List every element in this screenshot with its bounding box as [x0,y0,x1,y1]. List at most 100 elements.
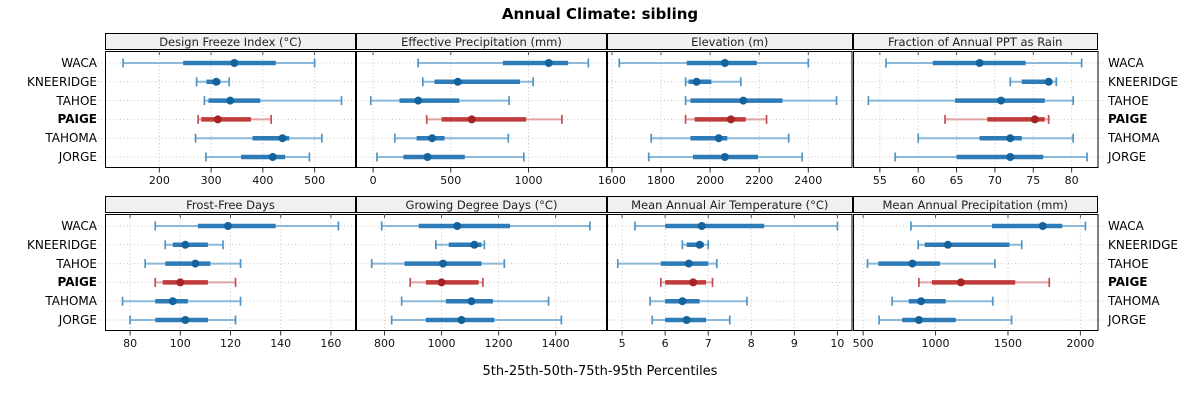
percentile-row-waca [634,221,839,231]
axis-tick-label: 300 [201,174,222,187]
station-label-right-tahoe: TAHOE [1108,93,1149,108]
median-dot [739,96,748,105]
percentile-row-paige [425,114,563,124]
panel-border [607,51,853,168]
percentile-row-waca [909,221,1086,231]
station-label-right-jorge: JORGE [1108,150,1147,164]
station-label-left-jorge: JORGE [58,313,97,327]
strip-design-freeze-index-c: Design Freeze Index (°C) [105,33,356,50]
median-dot [268,153,277,161]
percentile-row-paige [917,277,1050,287]
axis-tick-label: 80 [1064,174,1078,187]
median-dot [907,259,916,268]
percentile-row-tahoe [684,96,838,106]
median-dot [181,316,190,324]
percentile-row-paige [659,277,714,287]
percentile-row-paige [154,277,237,287]
median-dot [467,297,476,306]
axis-tick-label: 1000 [515,174,543,187]
median-dot [457,316,466,324]
panel-border [356,214,607,331]
percentile-row-tahoma [916,133,1074,143]
axis-tick-label: 2000 [696,174,724,187]
station-label-right-jorge: JORGE [1108,313,1147,327]
station-label-right-kneeridge: KNEERIDGE [1108,74,1179,89]
median-dot [168,297,177,306]
panel-mean-annual-air-temperature-c: 5 6 7 8 9 10 [607,214,853,350]
chart-caption: 5th-25th-50th-75th-95th Percentiles [482,364,718,379]
median-dot [1005,134,1014,143]
panel-border [356,51,607,168]
percentile-row-kneeridge [684,77,742,87]
station-label-right-waca: WACA [1108,56,1144,70]
median-dot [213,115,222,124]
percentile-row-tahoma [650,133,790,143]
axis-tick-label: 100 [170,337,191,350]
axis-tick-label: 1400 [542,337,570,350]
percentile-row-waca [380,221,591,231]
panel-effective-precipitation-mm: 0 500 1000 [356,51,607,187]
axis-tick-label: 1200 [485,337,513,350]
station-label-right-tahoma: TAHOMA [1108,294,1160,309]
station-label-left-waca: WACA [61,56,97,70]
percentile-row-jorge [376,152,525,162]
axis-tick-label: 8 [748,337,755,350]
median-dot [720,59,729,67]
strip-frost-free-days: Frost-Free Days [105,196,356,213]
median-dot [697,222,706,230]
median-dot [916,297,925,306]
axis-tick-label: 0 [370,174,377,187]
percentile-row-kneeridge [421,77,535,87]
axis-tick-label: 9 [791,337,798,350]
percentile-row-paige [197,114,272,124]
axis-tick-label: 80 [123,337,137,350]
percentile-row-tahoe [866,96,1074,106]
panel-growing-degree-days-c: 800 1000 1200 1400 [356,214,607,350]
panel-border [852,214,1098,331]
strip-mean-annual-precipitation-mm: Mean Annual Precipitation (mm) [852,196,1098,213]
axis-tick-label: 500 [852,337,873,350]
median-dot [223,222,232,230]
panel-border [607,214,853,331]
median-dot [692,77,701,86]
median-dot [423,153,432,161]
percentile-row-jorge [390,315,563,325]
percentile-row-tahoma [400,296,550,306]
station-label-right-tahoma: TAHOMA [1108,131,1160,146]
median-dot [453,77,462,86]
median-dot [428,134,437,143]
strip-effective-precipitation-mm: Effective Precipitation (mm) [356,33,607,50]
axis-tick-label: 120 [220,337,241,350]
station-label-left-tahoe: TAHOE [56,256,97,271]
axis-tick-label: 140 [270,337,291,350]
station-label-right-paige: PAIGE [1108,112,1148,127]
strip-fraction-of-annual-ppt-as-rain: Fraction of Annual PPT as Rain [852,33,1098,50]
percentile-row-kneeridge [916,240,1023,250]
median-dot [1030,115,1039,124]
median-dot [437,278,446,287]
axis-tick-label: 55 [872,174,886,187]
station-label-right-waca: WACA [1108,219,1144,233]
percentile-row-tahoe [144,259,242,269]
axis-tick-label: 1800 [647,174,675,187]
percentile-row-kneeridge [1008,77,1057,87]
median-dot [470,240,479,249]
axis-tick-label: 75 [1026,174,1040,187]
percentile-row-jorge [877,315,1012,325]
axis-tick-label: 1000 [428,337,456,350]
percentile-row-tahoe [370,259,506,269]
percentile-row-waca [417,58,590,68]
axis-tick-label: 70 [987,174,1001,187]
axis-tick-label: 1600 [598,174,626,187]
percentile-row-tahoma [649,296,748,306]
station-label-left-tahoe: TAHOE [56,93,97,108]
median-dot [714,134,723,143]
median-dot [943,240,952,249]
axis-tick-label: 5 [619,337,626,350]
panel-border [852,51,1098,168]
median-dot [181,240,190,249]
median-dot [720,153,729,161]
percentile-row-tahoe [203,96,343,106]
panel-border [105,214,356,331]
